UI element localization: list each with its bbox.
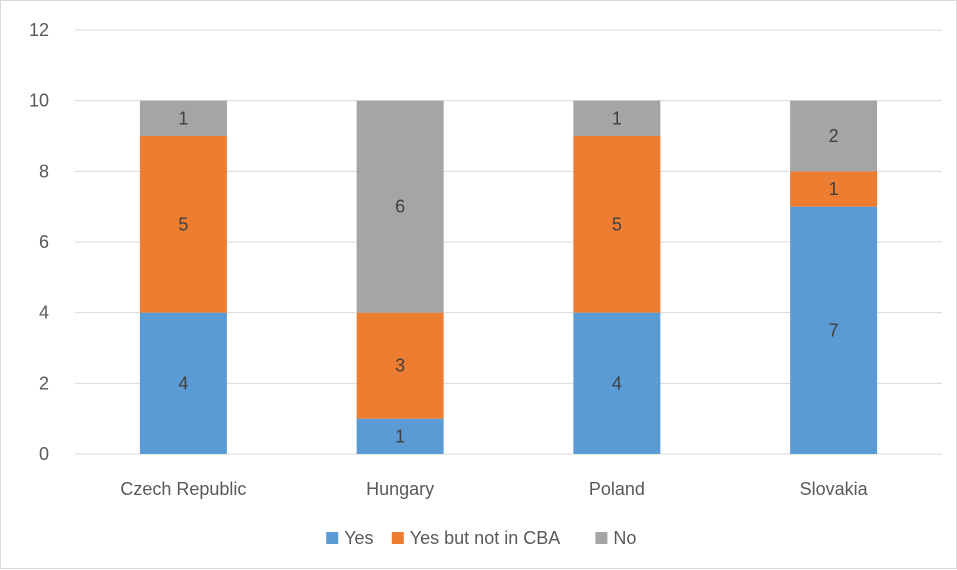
data-label: 6: [395, 197, 405, 217]
data-label: 2: [829, 126, 839, 146]
bar-segment-yes-but-not-in-cba: [139, 136, 227, 313]
legend-label: No: [613, 528, 636, 548]
legend: Yes Yes but not in CBA No: [326, 528, 636, 548]
legend-label: Yes: [344, 528, 373, 548]
data-label: 1: [178, 108, 188, 128]
bar-segment-yes-but-not-in-cba: [790, 171, 878, 207]
bar-segment-no: [790, 100, 878, 172]
category-label: Slovakia: [800, 479, 869, 499]
legend-label: Yes but not in CBA: [410, 528, 560, 548]
legend-swatch: [326, 532, 339, 544]
data-label: 4: [178, 373, 188, 393]
data-label: 7: [829, 320, 839, 340]
y-tick-label: 6: [39, 232, 49, 252]
data-label: 3: [395, 356, 405, 376]
bars: [139, 100, 878, 454]
y-axis-ticks: 0 2 4 6 8 10 12: [29, 20, 49, 464]
bar-segment-yes-but-not-in-cba: [356, 312, 444, 419]
y-tick-label: 8: [39, 161, 49, 181]
bar-segment-no: [356, 100, 444, 313]
bar-segment-no: [139, 100, 227, 136]
y-tick-label: 0: [39, 444, 49, 464]
bar-segment-yes: [790, 206, 878, 454]
bar-segment-yes: [139, 312, 227, 454]
data-label: 1: [829, 179, 839, 199]
y-tick-label: 10: [29, 91, 49, 111]
data-label: 5: [178, 214, 188, 234]
data-label: 1: [395, 426, 405, 446]
y-tick-label: 2: [39, 373, 49, 393]
y-tick-label: 12: [29, 20, 49, 40]
data-labels: 4 5 1 1 3 6 4 5 1 7 1 2: [178, 108, 838, 446]
category-label: Poland: [589, 479, 645, 499]
bar-segment-yes: [356, 418, 444, 454]
bar-segment-yes-but-not-in-cba: [573, 136, 661, 313]
data-label: 4: [612, 373, 622, 393]
data-label: 1: [612, 108, 622, 128]
data-label: 5: [612, 214, 622, 234]
y-tick-label: 4: [39, 303, 49, 323]
legend-swatch: [391, 532, 404, 544]
x-axis-categories: Czech Republic Hungary Poland Slovakia: [120, 479, 868, 499]
bar-segment-no: [573, 100, 661, 136]
legend-swatch: [595, 532, 608, 544]
bar-segment-yes: [573, 312, 661, 454]
category-label: Hungary: [366, 479, 434, 499]
category-label: Czech Republic: [120, 479, 246, 499]
